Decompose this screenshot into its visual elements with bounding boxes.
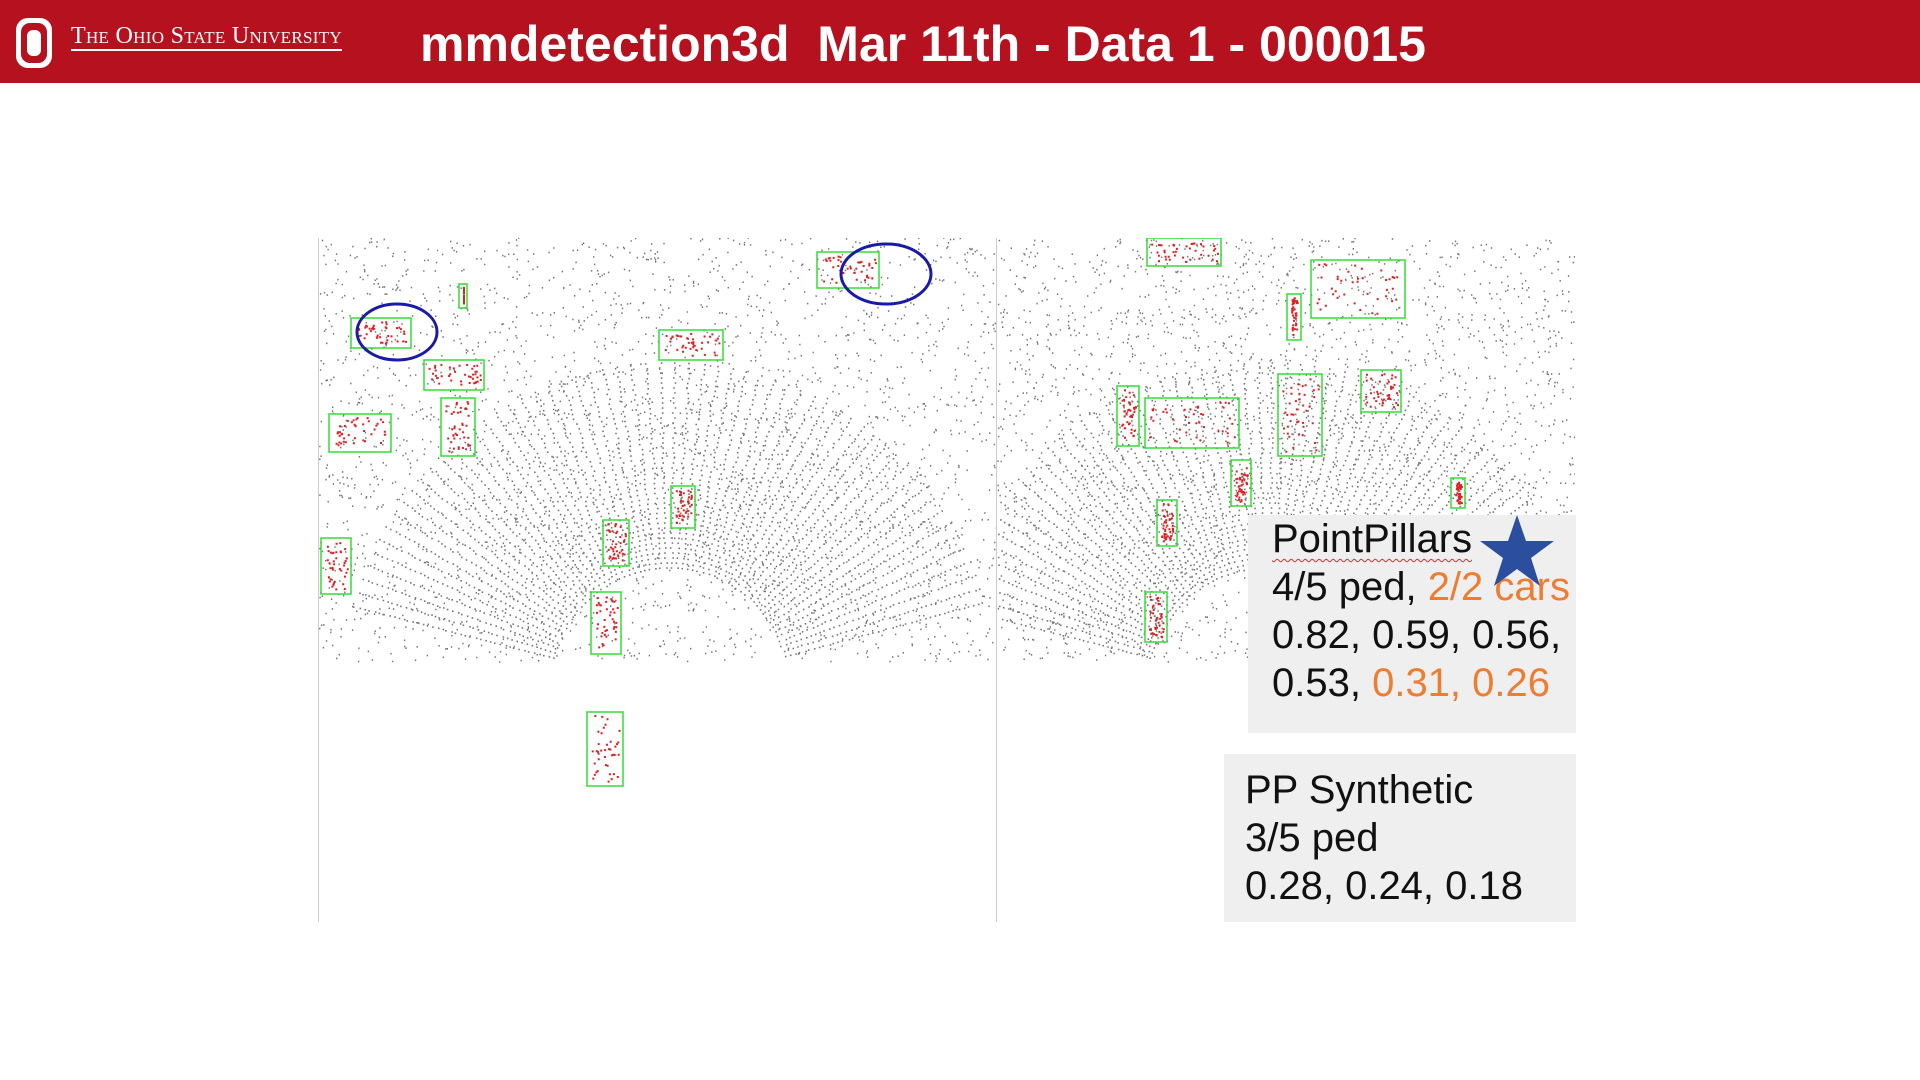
detection-box xyxy=(1144,591,1168,643)
detection-box xyxy=(350,317,412,349)
title-bar: The Ohio State University mmdetection3d … xyxy=(0,0,1920,83)
detection-box xyxy=(328,413,392,453)
detection-box xyxy=(1146,238,1222,267)
point-cloud-points xyxy=(319,238,997,663)
detection-box xyxy=(670,485,696,529)
detection-box xyxy=(1277,373,1323,457)
highlight-circle xyxy=(355,302,439,362)
detection-box xyxy=(1230,459,1252,507)
slide-title: mmdetection3d Mar 11th - Data 1 - 000015 xyxy=(420,16,1426,72)
point-cloud-left-panel xyxy=(318,238,997,922)
ohio-state-logo-icon xyxy=(16,18,52,68)
university-name: The Ohio State University xyxy=(71,23,342,51)
pointpillars-scores-1: 0.82, 0.59, 0.56, xyxy=(1272,613,1562,657)
detection-box xyxy=(586,711,624,787)
detection-box xyxy=(1360,369,1402,413)
detection-box xyxy=(1310,259,1406,319)
pp-synthetic-ped-count: 3/5 ped xyxy=(1245,816,1379,860)
detection-box xyxy=(658,329,724,361)
pp-synthetic-scores: 0.28, 0.24, 0.18 xyxy=(1245,864,1524,908)
star-icon xyxy=(1480,515,1554,586)
detection-box xyxy=(320,537,352,595)
detection-box xyxy=(440,397,476,457)
pp-synthetic-label: PP Synthetic xyxy=(1245,768,1474,812)
pointpillars-label: PointPillars xyxy=(1272,517,1473,561)
detection-box xyxy=(1144,397,1240,449)
point-cloud-left xyxy=(319,238,997,787)
detection-box xyxy=(590,591,622,655)
pointpillars-scores-2: 0.53, xyxy=(1272,661,1373,705)
detection-box xyxy=(1286,293,1302,341)
detection-box xyxy=(458,283,468,309)
pointpillars-car-scores: 0.31, 0.26 xyxy=(1372,661,1551,705)
pp-synthetic-results-box: PP Synthetic 3/5 ped 0.28, 0.24, 0.18 xyxy=(1224,754,1576,922)
detection-box xyxy=(1450,477,1466,509)
highlight-circle xyxy=(839,242,933,306)
detection-box xyxy=(1156,499,1178,547)
detection-box xyxy=(1116,385,1140,447)
pointpillars-ped-count: 4/5 ped, xyxy=(1272,565,1428,609)
detection-box xyxy=(602,519,630,567)
pointpillars-results-box: PointPillars 4/5 ped, 2/2 cars 0.82, 0.5… xyxy=(1248,515,1576,733)
detection-box xyxy=(423,359,485,391)
